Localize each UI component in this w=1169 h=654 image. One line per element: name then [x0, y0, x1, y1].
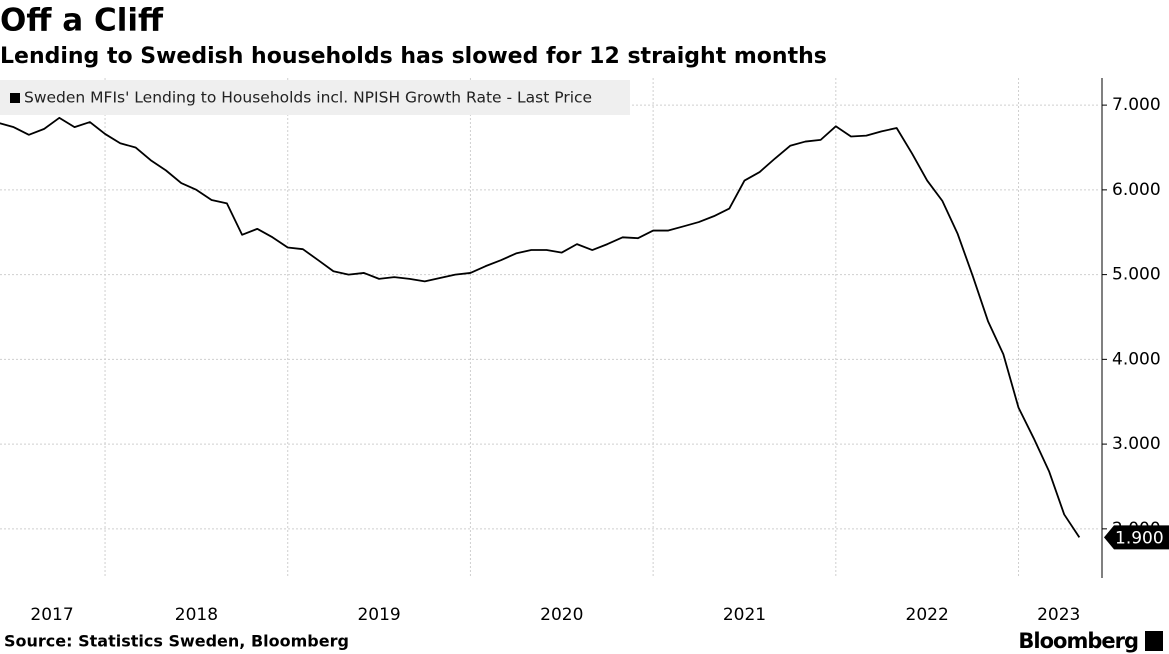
y-tick-label: 6.000	[1112, 180, 1161, 200]
x-tick-label: 2023	[1037, 605, 1080, 625]
legend-box	[0, 80, 630, 115]
legend-label: Sweden MFIs' Lending to Households incl.…	[24, 89, 592, 107]
x-tick-label: 2017	[30, 605, 73, 625]
brand-logo: Bloomberg	[1018, 629, 1138, 653]
x-tick-label: 2019	[357, 605, 400, 625]
chart-title: Off a Cliff	[0, 3, 164, 39]
x-tick-label: 2021	[723, 605, 766, 625]
x-tick-label: 2022	[906, 605, 949, 625]
y-tick-label: 3.000	[1112, 434, 1161, 454]
y-tick-label: 5.000	[1112, 265, 1161, 285]
brand-icon	[1145, 631, 1163, 651]
value-label-tag	[1104, 525, 1169, 550]
value-label: 1.900	[1115, 528, 1164, 548]
y-tick-label: 4.000	[1112, 349, 1161, 369]
y-tick-label: 7.000	[1112, 95, 1161, 115]
chart-subtitle: Lending to Swedish households has slowed…	[0, 44, 827, 69]
data-line	[0, 116, 1081, 538]
x-tick-label: 2018	[175, 605, 218, 625]
legend-swatch	[10, 93, 20, 103]
x-tick-label: 2020	[540, 605, 583, 625]
source-note: Source: Statistics Sweden, Bloomberg	[4, 632, 349, 651]
